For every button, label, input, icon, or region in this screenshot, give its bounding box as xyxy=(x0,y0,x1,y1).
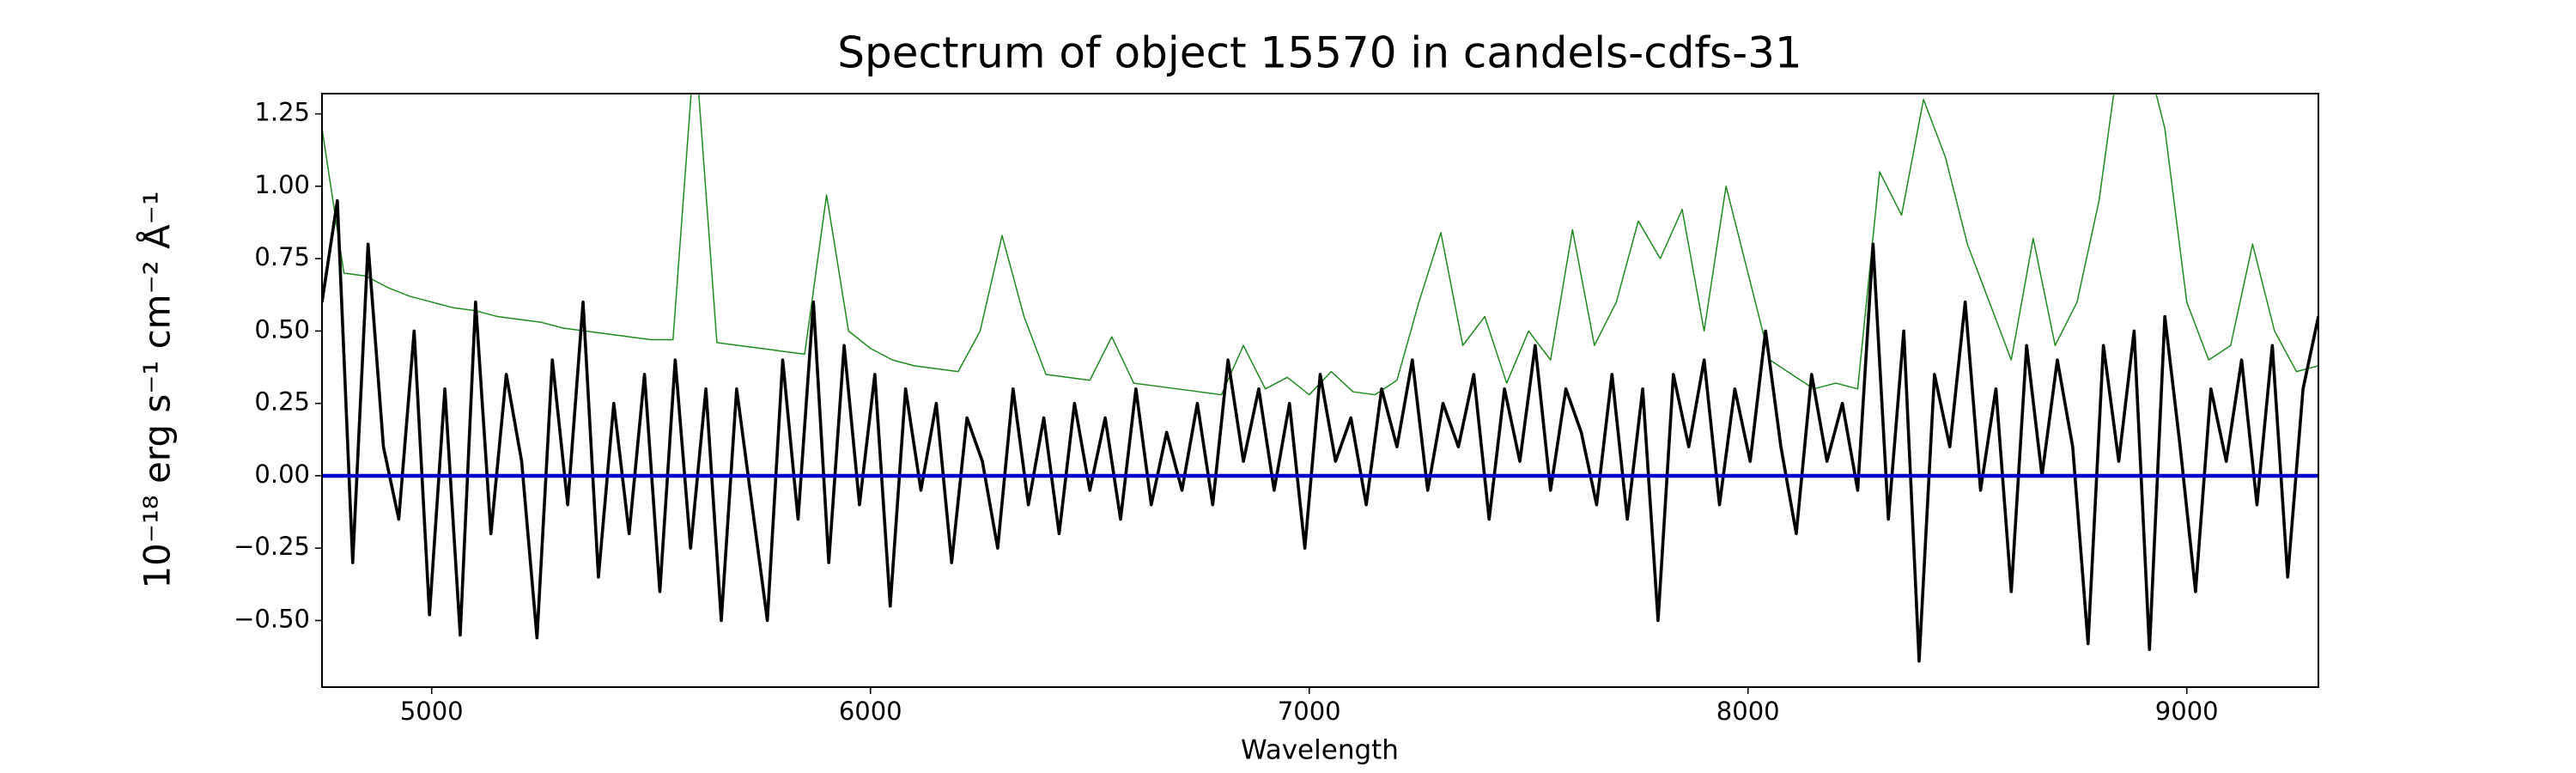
chart-title: Spectrum of object 15570 in candels-cdfs… xyxy=(837,28,1802,78)
spectrum-line xyxy=(322,94,2318,396)
x-tick-label: 6000 xyxy=(839,697,902,726)
x-axis-label: Wavelength xyxy=(1241,735,1399,766)
y-tick-label: 1.00 xyxy=(254,170,310,199)
x-tick-label: 9000 xyxy=(2155,697,2219,726)
y-tick-label: −0.50 xyxy=(234,604,310,633)
y-tick-label: 0.75 xyxy=(254,242,310,271)
x-tick-label: 8000 xyxy=(1716,697,1780,726)
axes-frame xyxy=(321,93,2319,688)
y-tick-label: 0.00 xyxy=(254,460,310,489)
y-tick-label: 1.25 xyxy=(254,98,310,127)
x-tick-label: 7000 xyxy=(1278,697,1341,726)
y-tick-label: 0.50 xyxy=(254,314,310,344)
y-axis-label: 10⁻¹⁸ erg s⁻¹ cm⁻² Å⁻¹ xyxy=(136,191,179,588)
y-tick-label: 0.25 xyxy=(254,387,310,417)
spectrum-line xyxy=(322,198,2318,663)
y-tick-label: −0.25 xyxy=(234,532,310,561)
plot-area xyxy=(322,94,2318,663)
x-tick-label: 5000 xyxy=(400,697,464,726)
